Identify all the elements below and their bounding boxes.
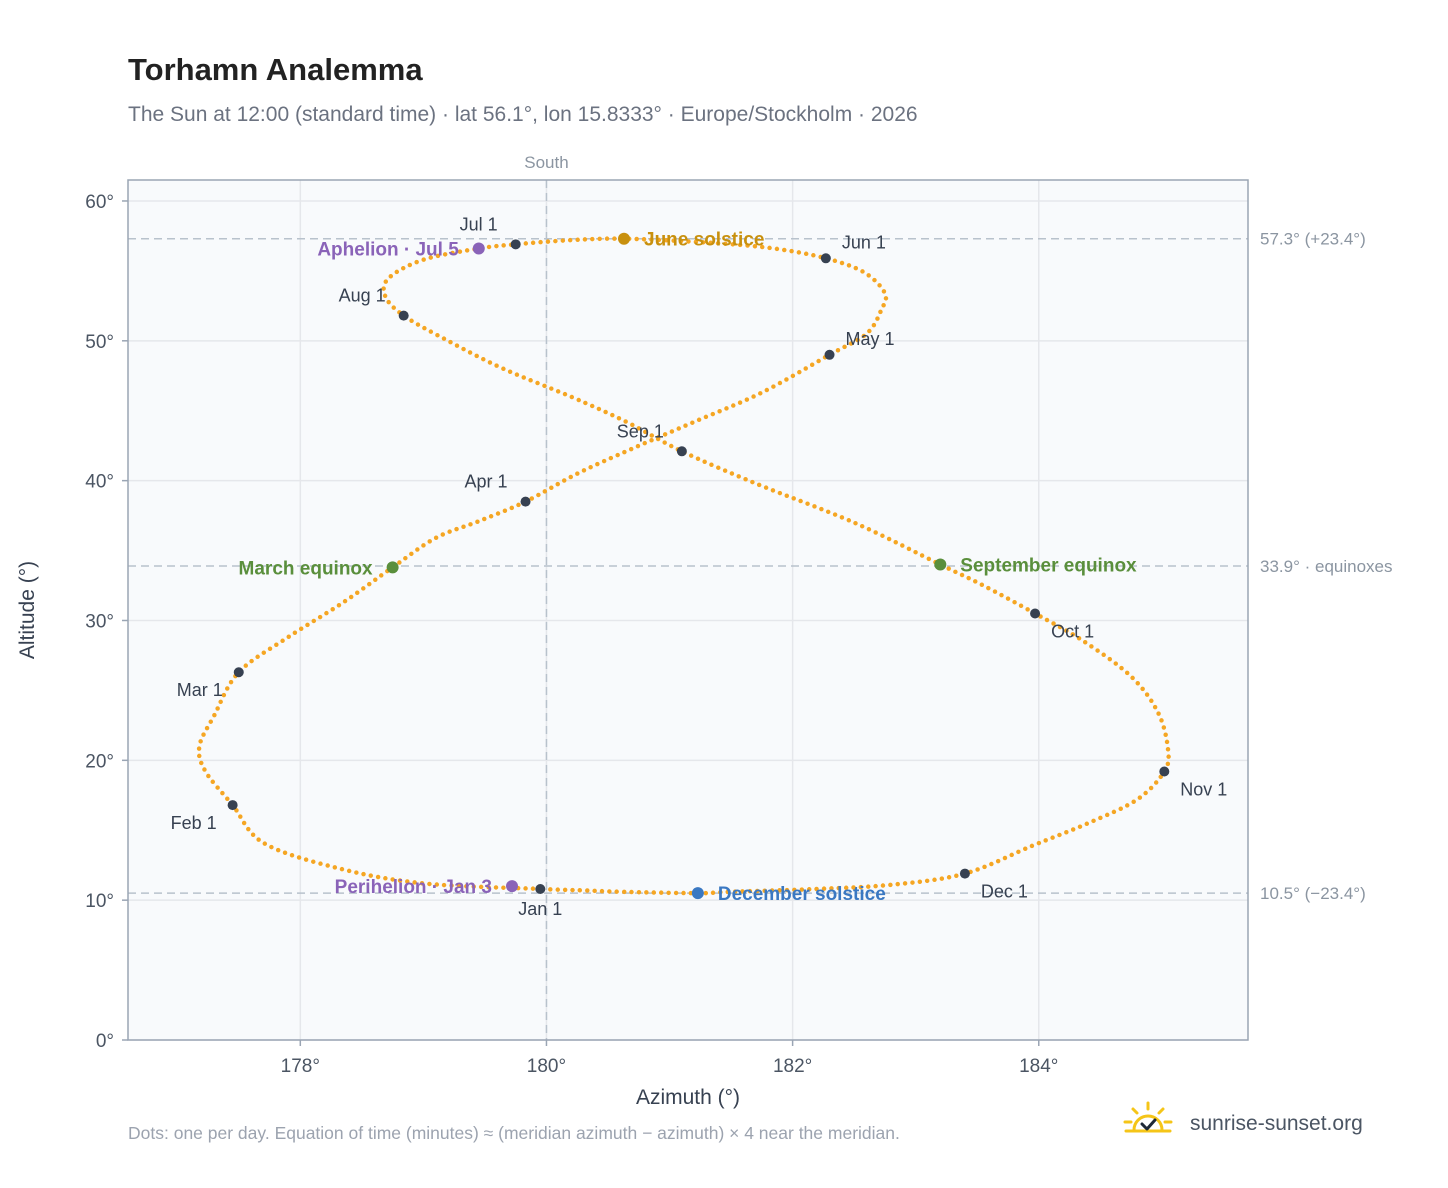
plot-frame <box>127 179 1249 1041</box>
y-tick-label: 10° <box>85 891 114 912</box>
plot-area <box>128 180 1248 1040</box>
month-marker-point <box>535 883 546 894</box>
month-marker-label: May 1 <box>846 329 895 349</box>
event-marker-label: June solstice <box>644 230 764 251</box>
reference-lines: South 57.3° (+23.4°) 33.9° · equinoxes 10.5… <box>128 153 1393 1040</box>
month-marker-label: Sep 1 <box>617 421 664 441</box>
brand-name[interactable]: sunrise-sunset.org <box>1190 1112 1363 1135</box>
month-marker-point <box>398 310 409 321</box>
event-marker-label: December solstice <box>718 884 886 905</box>
analemma-path <box>196 236 1171 896</box>
month-marker-label: Oct 1 <box>1051 621 1094 641</box>
chart-subtitle: The Sun at 12:00 (standard time) · lat 5… <box>128 103 918 126</box>
month-marker-label: Jun 1 <box>842 232 886 252</box>
altitude-reference-label: 33.9° · equinoxes <box>1260 557 1393 576</box>
event-marker-point <box>506 880 518 893</box>
y-axis-label: Altitude (°) <box>16 561 39 659</box>
x-tick-label: 184° <box>1019 1056 1058 1077</box>
axis-ticks: 178° 180° 182° 184° 0° 10° 20° 30° 40° 50° 60° <box>85 192 1058 1077</box>
event-marker-label: September equinox <box>960 556 1137 577</box>
y-tick-label: 50° <box>85 332 114 353</box>
event-marker-label: Aphelion · Jul 5 <box>317 240 459 261</box>
y-tick-label: 60° <box>85 192 114 213</box>
event-marker-label: March equinox <box>239 558 374 579</box>
event-marker-point <box>691 887 704 900</box>
event-marker-point <box>618 232 630 245</box>
month-marker-point <box>820 253 831 264</box>
month-marker-point <box>959 868 970 879</box>
event-marker-label: Perihelion · Jan 3 <box>335 877 492 898</box>
month-marker-point <box>520 496 531 507</box>
month-marker-point <box>676 446 687 457</box>
y-tick-label: 30° <box>85 611 114 632</box>
analemma-daily-dots <box>196 236 1171 896</box>
month-marker-point <box>1030 608 1041 619</box>
y-tick-label: 40° <box>85 472 114 493</box>
month-marker-point <box>233 667 244 678</box>
month-marker-point <box>1159 766 1170 777</box>
month-marker-label: Dec 1 <box>981 882 1028 902</box>
month-marker-point <box>227 800 238 811</box>
y-tick-label: 20° <box>85 751 114 772</box>
month-marker-label: Feb 1 <box>171 813 217 833</box>
y-tick-label: 0° <box>96 1031 114 1052</box>
month-marker-point <box>824 349 835 360</box>
x-tick-label: 180° <box>527 1056 566 1077</box>
chart-title: Torhamn Analemma <box>128 52 423 87</box>
month-marker-label: Jul 1 <box>460 214 498 234</box>
x-axis-label: Azimuth (°) <box>636 1086 740 1109</box>
altitude-reference-label: 10.5° (−23.4°) <box>1260 884 1366 903</box>
x-tick-label: 178° <box>281 1056 320 1077</box>
brand[interactable]: sunrise-sunset.org <box>1120 1100 1390 1148</box>
month-marker-label: Jan 1 <box>518 899 562 919</box>
month-marker-label: Nov 1 <box>1180 780 1227 800</box>
grid-lines <box>128 180 1248 1041</box>
footnote: Dots: one per day. Equation of time (min… <box>128 1123 900 1143</box>
south-reference-label: South <box>524 153 568 172</box>
event-marker-point <box>386 561 399 574</box>
month-marker-label: Aug 1 <box>339 286 386 306</box>
altitude-reference-label: 57.3° (+23.4°) <box>1260 230 1366 249</box>
month-marker-label: Apr 1 <box>465 472 508 492</box>
sun-logo-icon <box>1123 1101 1173 1133</box>
month-marker-label: Mar 1 <box>177 680 223 700</box>
x-tick-label: 182° <box>773 1056 812 1077</box>
event-marker-point <box>934 558 947 571</box>
event-markers: June solstice Aphelion · Jul 5 March equin… <box>239 230 1138 905</box>
month-marker-point <box>510 239 521 250</box>
month-markers: Jan 1 Feb 1 Mar 1 Apr 1 May 1 Jun 1 Jul 1 Aug 1… <box>171 214 1228 919</box>
event-marker-point <box>472 242 485 255</box>
